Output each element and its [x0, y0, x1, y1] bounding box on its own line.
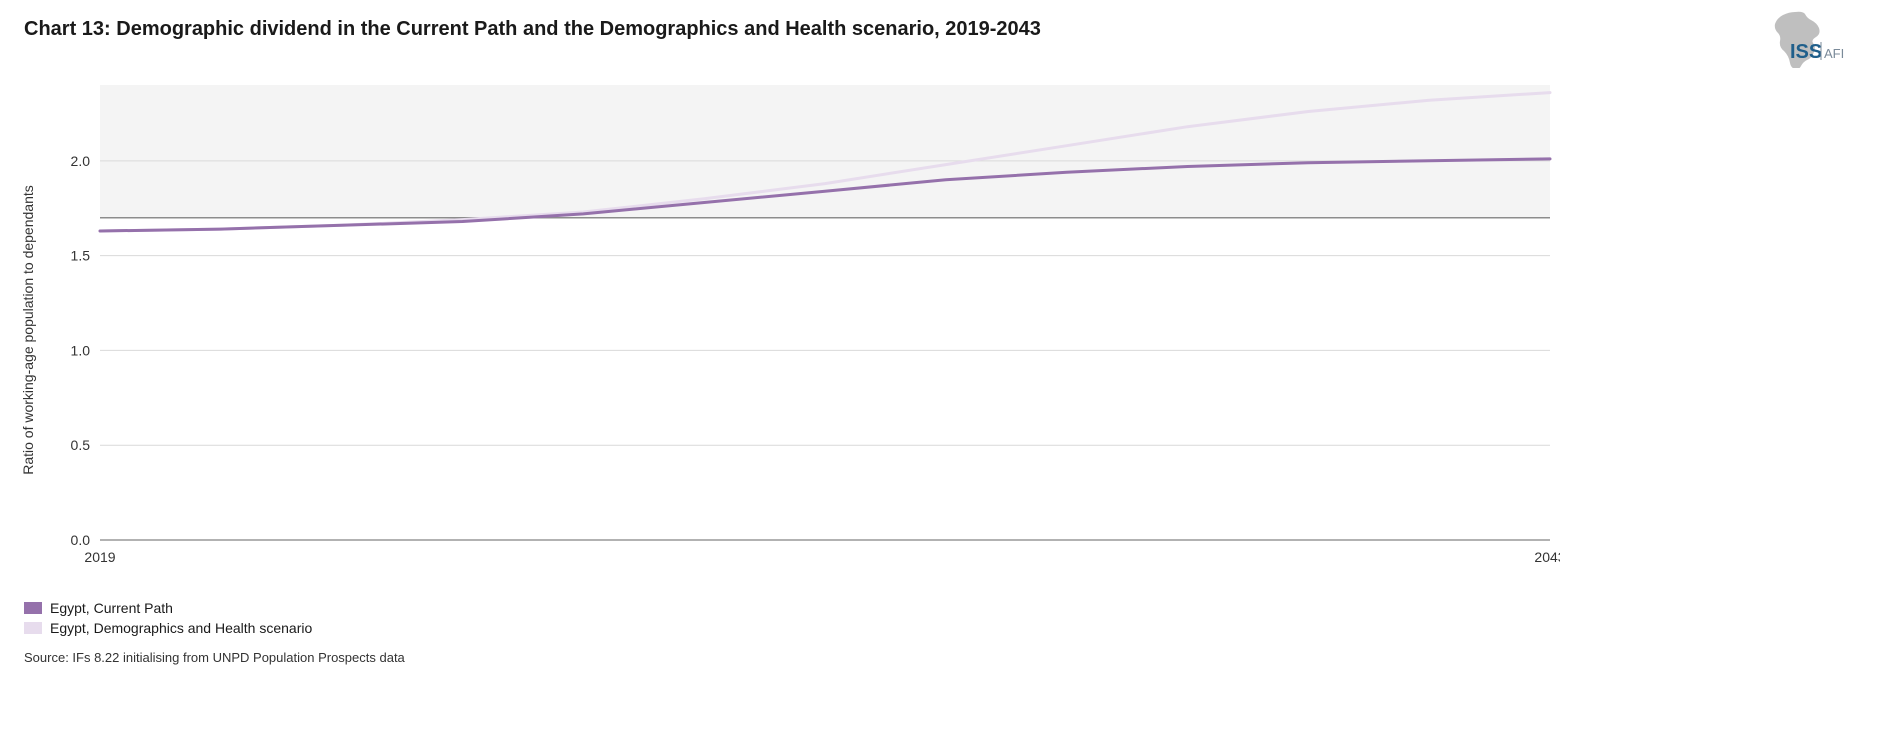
x-tick-label: 2043	[1534, 549, 1560, 565]
legend: Egypt, Current Path Egypt, Demographics …	[24, 600, 312, 640]
plot-band	[100, 85, 1550, 218]
brand-logo: ISS AFI	[1760, 8, 1850, 68]
x-tick-label: 2019	[84, 549, 115, 565]
legend-item: Egypt, Demographics and Health scenario	[24, 620, 312, 636]
y-axis-label: Ratio of working-age population to depen…	[20, 80, 36, 580]
africa-icon: ISS AFI	[1760, 8, 1850, 68]
legend-item: Egypt, Current Path	[24, 600, 312, 616]
legend-swatch	[24, 602, 42, 614]
y-tick-label: 0.5	[71, 437, 91, 453]
legend-label: Egypt, Demographics and Health scenario	[50, 620, 312, 636]
legend-label: Egypt, Current Path	[50, 600, 173, 616]
y-tick-label: 1.0	[71, 342, 91, 358]
y-tick-label: 2.0	[71, 153, 91, 169]
y-tick-label: 1.5	[71, 248, 91, 264]
chart-title: Chart 13: Demographic dividend in the Cu…	[24, 18, 1041, 41]
y-tick-label: 0.0	[71, 532, 91, 548]
legend-swatch	[24, 622, 42, 634]
chart-container: Chart 13: Demographic dividend in the Cu…	[0, 0, 1880, 739]
source-note: Source: IFs 8.22 initialising from UNPD …	[24, 650, 405, 665]
logo-text-sub: AFI	[1824, 46, 1844, 61]
logo-text-main: ISS	[1790, 41, 1822, 63]
line-chart: 0.0 0.5 1.0 1.5 2.0 2019 2043	[40, 80, 1560, 580]
